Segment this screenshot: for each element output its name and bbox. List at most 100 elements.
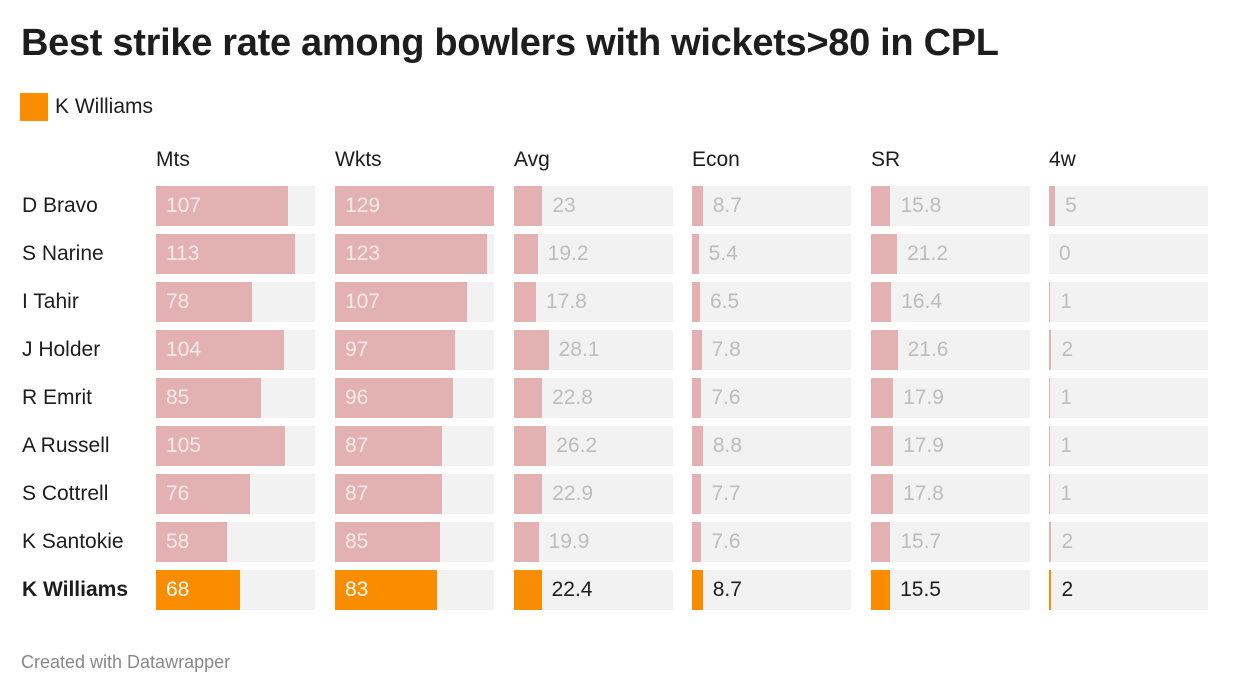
bar — [514, 474, 543, 514]
bar — [335, 522, 440, 562]
value-label: 28.1 — [558, 338, 600, 361]
cell-wkts: 123 — [335, 234, 494, 274]
value-label: 23 — [552, 194, 576, 217]
bar — [692, 282, 700, 322]
bar — [1049, 186, 1056, 226]
value-label: 5.4 — [708, 242, 738, 265]
cell-avg: 17.8 — [514, 282, 673, 322]
row-label: S Cottrell — [22, 482, 109, 505]
bar — [156, 234, 296, 274]
cell-mts: 76 — [156, 474, 315, 514]
value-label: 1 — [1060, 290, 1072, 313]
cell-sr: 16.4 — [871, 282, 1030, 322]
bar — [871, 186, 891, 226]
cell-wkts: 96 — [335, 378, 494, 418]
value-label: 107 — [345, 290, 381, 313]
bar — [1049, 426, 1051, 466]
cell-avg: 28.1 — [514, 330, 673, 370]
value-label: 5 — [1065, 194, 1077, 217]
bar — [871, 330, 898, 370]
row-label: J Holder — [22, 338, 101, 361]
cell-sr: 17.9 — [871, 378, 1030, 418]
cell-econ: 8.8 — [692, 426, 851, 466]
cell-sr: 17.8 — [871, 474, 1030, 514]
value-label: 87 — [345, 434, 369, 457]
bar — [1049, 330, 1052, 370]
legend-swatch — [20, 93, 48, 121]
bar — [514, 570, 542, 610]
value-label: 85 — [166, 386, 190, 409]
value-label: 78 — [166, 290, 190, 313]
bar — [335, 186, 494, 226]
bar — [871, 474, 893, 514]
cell-mts: 58 — [156, 522, 315, 562]
cell-4w: 1 — [1049, 282, 1208, 322]
row-label: K Williams — [22, 578, 129, 601]
cell-avg: 19.9 — [514, 522, 673, 562]
cell-mts: 105 — [156, 426, 315, 466]
value-label: 17.8 — [902, 482, 944, 505]
value-label: 7.8 — [711, 338, 741, 361]
row-label: R Emrit — [22, 386, 92, 409]
bar — [335, 378, 454, 418]
value-label: 7.6 — [711, 530, 741, 553]
cell-avg: 22.4 — [514, 570, 673, 610]
cell-mts: 104 — [156, 330, 315, 370]
cell-wkts: 97 — [335, 330, 494, 370]
value-label: 105 — [166, 434, 202, 457]
bar — [335, 282, 467, 322]
cell-econ: 7.6 — [692, 522, 851, 562]
column-header-4w: 4w — [1049, 148, 1076, 171]
column-header-sr: SR — [871, 148, 901, 171]
value-label: 2 — [1061, 530, 1074, 553]
bar — [871, 282, 892, 322]
chart-title: Best strike rate among bowlers with wick… — [21, 22, 999, 64]
cell-mts: 113 — [156, 234, 315, 274]
row-label: A Russell — [22, 434, 110, 457]
bar — [514, 378, 543, 418]
bar — [156, 186, 288, 226]
value-label: 2 — [1061, 578, 1074, 601]
bar — [692, 522, 702, 562]
value-label: 17.9 — [903, 386, 944, 409]
bar — [335, 234, 487, 274]
bar — [871, 234, 898, 274]
value-label: 97 — [345, 338, 369, 361]
cell-econ: 7.7 — [692, 474, 851, 514]
cell-econ: 7.8 — [692, 330, 851, 370]
bar — [514, 426, 547, 466]
value-label: 21.6 — [907, 338, 949, 361]
bar — [871, 426, 894, 466]
cell-wkts: 107 — [335, 282, 494, 322]
bar — [514, 330, 549, 370]
value-label: 6.5 — [710, 290, 740, 313]
bar — [871, 378, 894, 418]
cell-avg: 19.2 — [514, 234, 673, 274]
value-label: 8.8 — [712, 434, 743, 457]
bar — [692, 330, 702, 370]
value-label: 19.9 — [548, 530, 590, 553]
cell-wkts: 83 — [335, 570, 494, 610]
bar — [1049, 570, 1052, 610]
cell-sr: 15.5 — [871, 570, 1030, 610]
bar — [1049, 282, 1051, 322]
value-label: 0 — [1059, 242, 1071, 265]
value-label: 129 — [345, 194, 381, 217]
cell-mts: 78 — [156, 282, 315, 322]
legend-label: K Williams — [55, 95, 153, 118]
legend: K Williams — [20, 93, 153, 121]
cell-econ: 6.5 — [692, 282, 851, 322]
value-label: 15.8 — [900, 194, 942, 217]
value-label: 113 — [166, 242, 200, 265]
cell-4w: 0 — [1049, 234, 1208, 274]
value-label: 22.4 — [551, 578, 593, 601]
bar — [1049, 378, 1051, 418]
cell-econ: 5.4 — [692, 234, 851, 274]
value-label: 7.7 — [711, 482, 741, 505]
value-label: 58 — [166, 530, 190, 553]
cell-mts: 68 — [156, 570, 315, 610]
value-label: 85 — [345, 530, 369, 553]
cell-avg: 22.9 — [514, 474, 673, 514]
cell-4w: 1 — [1049, 378, 1208, 418]
bar — [156, 570, 240, 610]
